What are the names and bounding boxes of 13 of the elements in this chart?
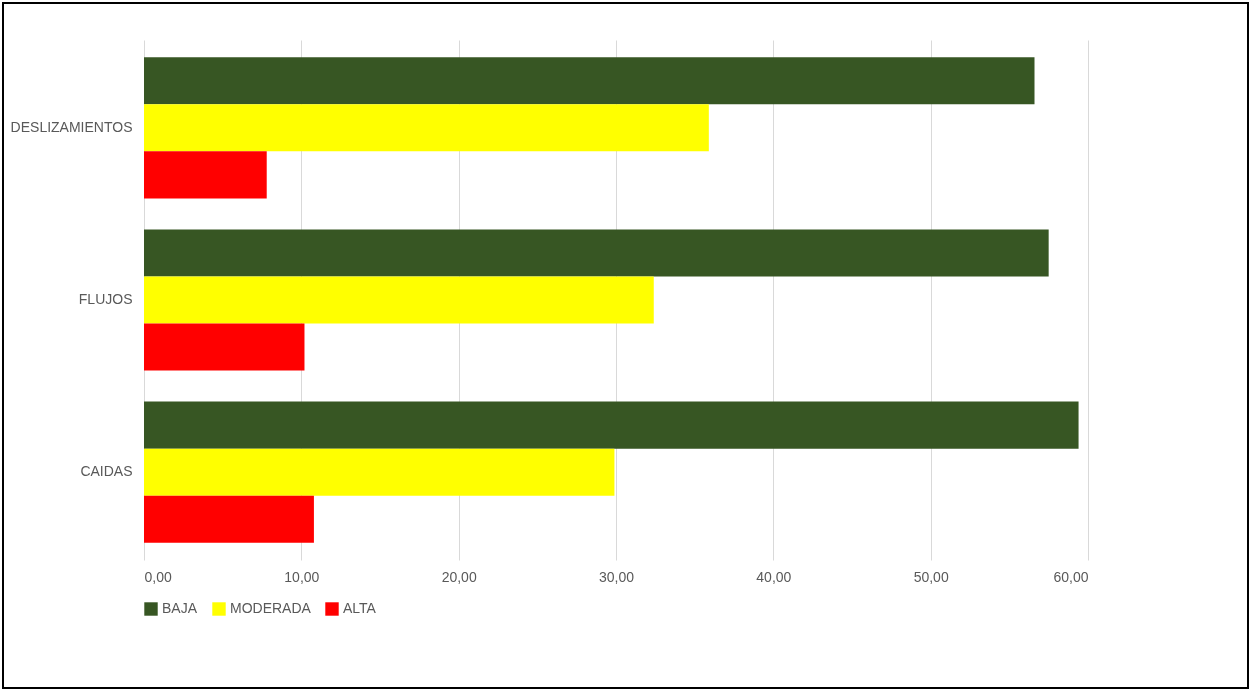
legend-label: BAJA bbox=[162, 600, 198, 616]
y-tick-label: CAIDAS bbox=[80, 463, 133, 480]
y-tick-label: FLUJOS bbox=[78, 291, 133, 307]
x-tick-label: 10,00 bbox=[284, 568, 320, 585]
legend-label: MODERADA bbox=[230, 600, 312, 616]
x-tick-label: 50,00 bbox=[913, 568, 949, 585]
legend-label: ALTA bbox=[343, 600, 377, 616]
x-tick-label: 60,00 bbox=[1053, 568, 1089, 585]
x-tick-label: 0,00 bbox=[144, 568, 172, 585]
x-tick-label: 30,00 bbox=[598, 568, 635, 585]
x-tick-label: 20,00 bbox=[441, 568, 477, 585]
y-tick-label: DESLIZAMIENTOS bbox=[10, 118, 133, 135]
x-tick-label: 40,00 bbox=[756, 568, 792, 585]
